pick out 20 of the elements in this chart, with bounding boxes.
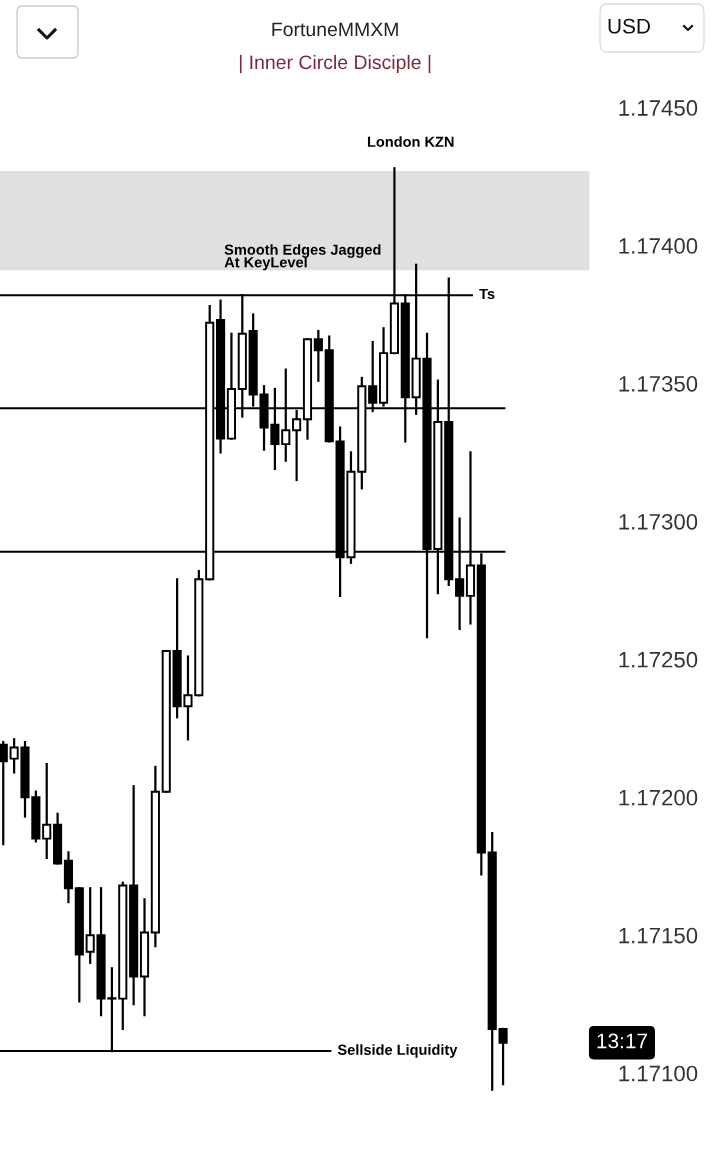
- y-tick-label: 1.17400: [619, 238, 698, 254]
- y-tick-label: 1.17350: [619, 375, 698, 392]
- y-tick-label: 1.17300: [619, 513, 698, 530]
- candlestick: [42, 763, 52, 860]
- y-tick-label: 1.17450: [619, 100, 698, 116]
- y-tick-label: 1.17200: [619, 789, 698, 806]
- chart-subtitle: | Inner Circle Disciple |: [239, 54, 431, 74]
- annotation: London KZN: [367, 136, 454, 147]
- y-tick-label: 1.17150: [619, 927, 698, 944]
- ref-line-label: Sellside Liquidity: [337, 1044, 458, 1058]
- candlestick: [498, 1027, 508, 1086]
- y-tick-label: 1.17100: [619, 1065, 698, 1082]
- candlestick: [0, 740, 8, 846]
- y-tick-label: 1.17250: [619, 651, 698, 668]
- chart-title: FortuneMMXM: [272, 22, 398, 37]
- text: 13:17: [597, 1033, 647, 1049]
- text: USD: [608, 18, 650, 34]
- band-label: Smooth Edges Jagged At KeyLevel: [224, 244, 381, 271]
- ref-line-label: Ts: [479, 288, 495, 300]
- candlestick: [313, 329, 323, 382]
